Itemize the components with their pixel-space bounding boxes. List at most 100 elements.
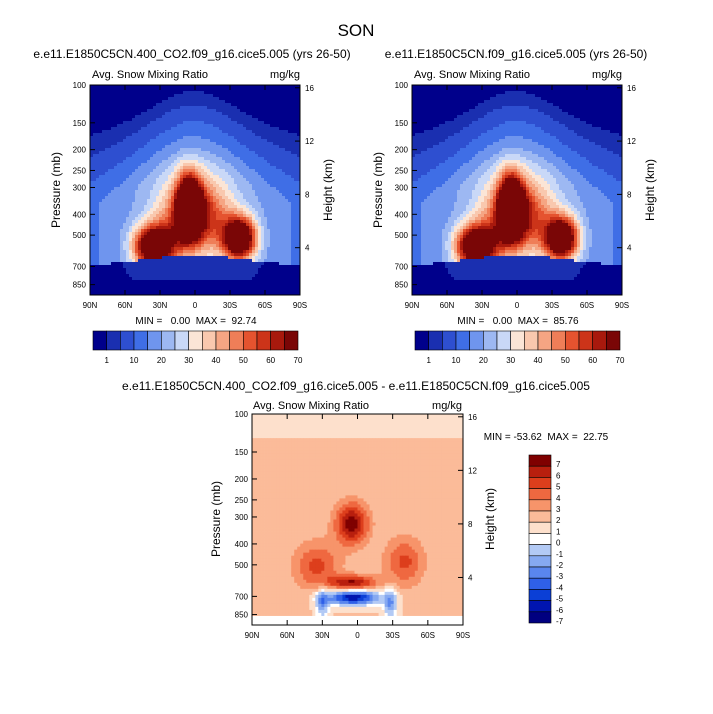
- field-cell: [171, 88, 175, 92]
- field-cell: [282, 136, 286, 140]
- field-cell: [243, 232, 247, 236]
- field-cell: [195, 250, 199, 254]
- field-cell: [168, 103, 172, 107]
- field-cell: [279, 202, 283, 206]
- field-cell: [279, 142, 283, 146]
- field-cell: [204, 142, 208, 146]
- field-cell: [297, 229, 301, 233]
- field-cell: [180, 106, 184, 110]
- field-cell: [174, 211, 178, 215]
- field-cell: [246, 145, 250, 149]
- field-cell: [258, 172, 262, 176]
- field-cell: [234, 286, 238, 290]
- field-cell: [258, 169, 262, 173]
- field-cell: [147, 154, 151, 158]
- field-cell: [180, 205, 184, 209]
- field-cell: [102, 127, 106, 131]
- field-cell: [222, 253, 226, 257]
- field-cell: [279, 211, 283, 215]
- field-cell: [141, 112, 145, 116]
- field-cell: [189, 271, 193, 275]
- field-cell: [117, 190, 121, 194]
- field-cell: [144, 262, 148, 266]
- field-cell: [141, 202, 145, 206]
- field-cell: [189, 166, 193, 170]
- field-cell: [213, 217, 217, 221]
- field-cell: [141, 250, 145, 254]
- field-cell: [90, 223, 94, 227]
- field-cell: [201, 184, 205, 188]
- field-cell: [177, 166, 181, 170]
- field-cell: [96, 109, 100, 113]
- field-cell: [159, 109, 163, 113]
- field-cell: [231, 277, 235, 281]
- field-cell: [222, 169, 226, 173]
- field-cell: [228, 259, 232, 263]
- field-cell: [108, 244, 112, 248]
- field-cell: [219, 268, 223, 272]
- field-cell: [291, 238, 295, 242]
- field-cell: [222, 256, 226, 260]
- field-cell: [210, 181, 214, 185]
- field-cell: [228, 145, 232, 149]
- field-cell: [138, 265, 142, 269]
- field-cell: [192, 190, 196, 194]
- field-cell: [165, 235, 169, 239]
- field-cell: [168, 139, 172, 143]
- field-cell: [240, 130, 244, 134]
- field-cell: [105, 139, 109, 143]
- field-cell: [282, 187, 286, 191]
- field-cell: [135, 271, 139, 275]
- field-cell: [117, 187, 121, 191]
- field-cell: [297, 172, 301, 176]
- field-cell: [270, 154, 274, 158]
- field-cell: [171, 214, 175, 218]
- field-cell: [114, 112, 118, 116]
- field-cell: [138, 190, 142, 194]
- field-cell: [108, 163, 112, 167]
- field-cell: [156, 169, 160, 173]
- field-cell: [276, 91, 280, 95]
- field-cell: [213, 97, 217, 101]
- field-cell: [267, 226, 271, 230]
- field-cell: [123, 262, 127, 266]
- field-cell: [276, 109, 280, 113]
- field-cell: [138, 148, 142, 152]
- field-cell: [288, 103, 292, 107]
- field-cell: [255, 175, 259, 179]
- field-cell: [165, 241, 169, 245]
- field-cell: [117, 229, 121, 233]
- field-cell: [144, 94, 148, 98]
- field-cell: [162, 277, 166, 281]
- field-cell: [93, 157, 97, 161]
- field-cell: [192, 235, 196, 239]
- field-cell: [114, 88, 118, 92]
- field-cell: [258, 85, 262, 89]
- field-cell: [246, 235, 250, 239]
- field-cell: [201, 292, 205, 296]
- field-cell: [255, 208, 259, 212]
- field-cell: [135, 136, 139, 140]
- field-cell: [147, 241, 151, 245]
- field-cell: [228, 157, 232, 161]
- field-cell: [111, 217, 115, 221]
- field-cell: [186, 136, 190, 140]
- field-cell: [165, 238, 169, 242]
- field-cell: [153, 223, 157, 227]
- field-cell: [255, 280, 259, 284]
- field-cell: [249, 112, 253, 116]
- field-cell: [102, 283, 106, 287]
- field-cell: [180, 175, 184, 179]
- field-cell: [111, 151, 115, 155]
- field-cell: [138, 286, 142, 290]
- field-cell: [294, 175, 298, 179]
- field-cell: [231, 271, 235, 275]
- field-cell: [147, 247, 151, 251]
- field-cell: [126, 199, 130, 203]
- field-cell: [252, 112, 256, 116]
- field-cell: [243, 187, 247, 191]
- field-cell: [123, 178, 127, 182]
- field-cell: [168, 157, 172, 161]
- field-cell: [240, 151, 244, 155]
- field-cell: [240, 181, 244, 185]
